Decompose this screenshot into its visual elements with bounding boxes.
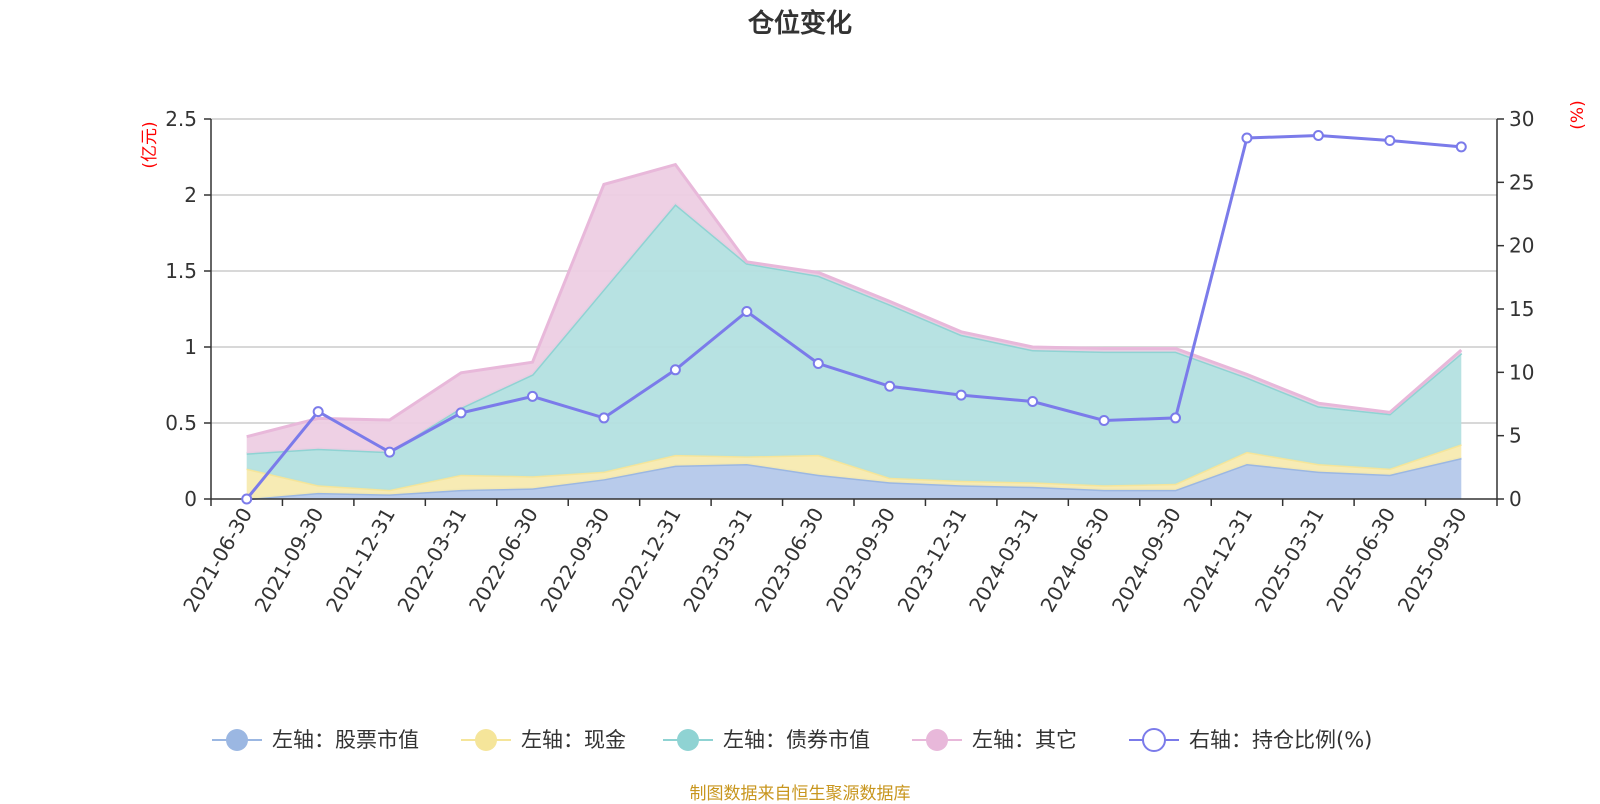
ratio-point [1455, 141, 1467, 153]
left-axis-unit: (亿元) [140, 121, 160, 168]
area-左轴：股票市值 [246, 458, 1462, 499]
ratio-point [527, 390, 538, 402]
x-tick-label: 2022-06-30 [464, 504, 543, 617]
x-tick-label: 2025-06-30 [1321, 504, 1400, 617]
legend-marker-icon [1142, 728, 1166, 752]
right-tick-label: 0 [1509, 487, 1522, 511]
ratio-point [1241, 132, 1253, 144]
legend-marker-icon [226, 729, 248, 751]
x-tick-label: 2022-03-31 [392, 504, 471, 617]
ratio-point [884, 380, 896, 392]
legend-marker-icon [475, 729, 497, 751]
x-tick-label: 2024-09-30 [1107, 504, 1186, 617]
x-tick-label: 2022-12-31 [607, 504, 686, 617]
ratio-point [1312, 129, 1324, 141]
x-tick-label: 2024-06-30 [1035, 504, 1114, 617]
area-edge-左轴：其它 [246, 162, 1463, 439]
legend-label: 右轴：持仓比例(%) [1189, 728, 1372, 752]
ratio-point [1384, 135, 1396, 147]
x-tick-label: 2024-03-31 [964, 504, 1043, 617]
legend-item: 左轴：现金 [461, 728, 626, 752]
ratio-point [1098, 414, 1110, 426]
x-tick-label: 2023-06-30 [750, 504, 829, 617]
x-tick-label: 2021-12-31 [321, 504, 400, 617]
legend-label: 左轴：现金 [521, 728, 626, 752]
legend-item: 左轴：其它 [912, 728, 1077, 752]
x-tick-label: 2023-03-31 [678, 504, 757, 617]
ratio-point [1027, 395, 1039, 407]
legend-label: 左轴：其它 [972, 728, 1077, 752]
x-tick-label: 2025-09-30 [1393, 504, 1472, 617]
legend-marker-icon [677, 729, 699, 751]
legend-label: 左轴：股票市值 [272, 728, 419, 752]
ratio-point [669, 364, 681, 376]
left-tick-label: 2 [184, 183, 197, 207]
ratio-point [741, 306, 753, 318]
ratio-point [955, 389, 967, 401]
x-tick-label: 2024-12-31 [1178, 504, 1257, 617]
right-axis-unit: (%) [1568, 100, 1588, 129]
source-note: 制图数据来自恒生聚源数据库 [689, 784, 911, 804]
left-tick-label: 1.5 [165, 259, 197, 283]
x-tick-label: 2023-09-30 [821, 504, 900, 617]
left-tick-label: 1 [184, 335, 197, 359]
x-tick-label: 2021-09-30 [250, 504, 329, 617]
left-tick-label: 0.5 [165, 411, 197, 435]
right-tick-label: 10 [1509, 360, 1534, 384]
left-tick-label: 0 [184, 487, 197, 511]
right-tick-label: 5 [1509, 424, 1522, 448]
legend-item: 左轴：债券市值 [663, 728, 870, 752]
ratio-line [241, 129, 1467, 505]
x-tick-label: 2025-03-31 [1250, 504, 1329, 617]
x-tick-label: 2021-06-30 [178, 504, 257, 617]
legend-item: 右轴：持仓比例(%) [1129, 728, 1372, 752]
right-tick-label: 30 [1509, 107, 1534, 131]
x-tick-label: 2022-09-30 [535, 504, 614, 617]
area-左轴：其它 [246, 164, 1462, 454]
legend-marker-icon [926, 729, 948, 751]
legend-item: 左轴：股票市值 [212, 728, 419, 752]
legend-label: 左轴：债券市值 [723, 728, 870, 752]
right-tick-label: 15 [1509, 297, 1534, 321]
stacked-areas [246, 162, 1463, 501]
right-tick-label: 20 [1509, 234, 1534, 258]
left-tick-label: 2.5 [165, 107, 197, 131]
ratio-point [812, 357, 824, 369]
ratio-point [455, 407, 467, 419]
ratio-point [241, 493, 253, 505]
ratio-point [312, 406, 324, 418]
legend: 左轴：股票市值 左轴：现金 左轴：债券市值 左轴：其它 右轴：持仓比例(%) [212, 728, 1372, 752]
ratio-line-path [245, 133, 1462, 500]
ratio-point [384, 446, 396, 458]
ratio-point [1170, 412, 1181, 424]
ratio-point [598, 412, 610, 424]
chart-title: 仓位变化 [747, 8, 852, 39]
right-tick-label: 25 [1509, 170, 1534, 194]
x-tick-label: 2023-12-31 [893, 504, 972, 617]
